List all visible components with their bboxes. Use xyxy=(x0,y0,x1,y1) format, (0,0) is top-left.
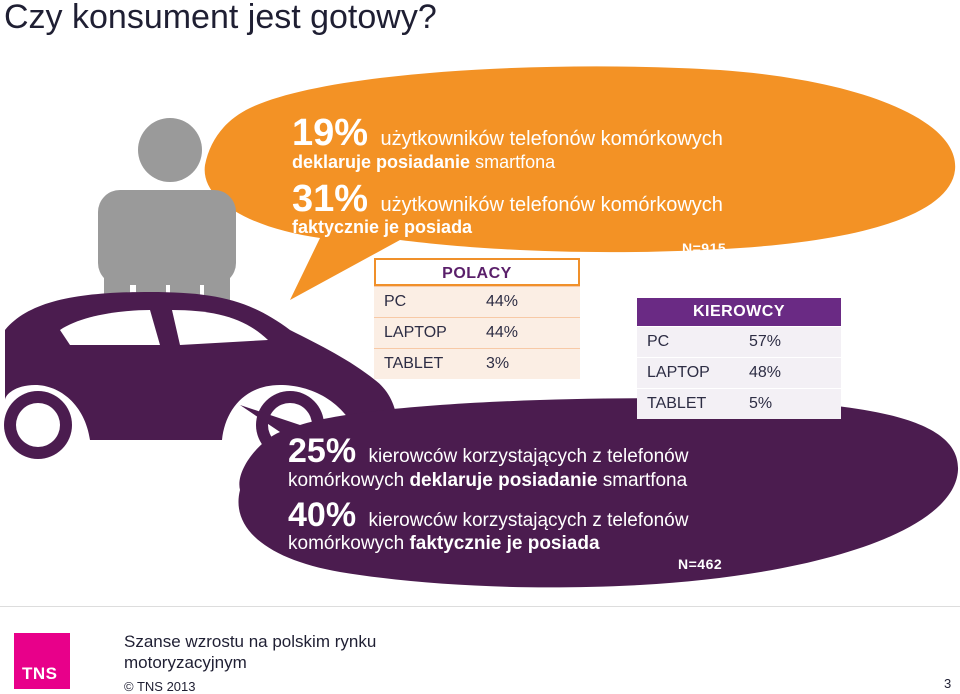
row-value: 44% xyxy=(486,324,519,341)
purple-line-2-bold: deklaruje posiadanie xyxy=(409,470,598,491)
kierowcy-header: KIEROWCY xyxy=(637,298,841,326)
orange-pct-31: 31% xyxy=(292,178,369,220)
purple-bubble-line-1: 25% kierowców korzystających z telefonów xyxy=(288,434,688,468)
polacy-body: PC 44% LAPTOP 44% TABLET 3% xyxy=(374,286,580,379)
orange-bubble-line-3: 31% użytkowników telefonów komórkowych xyxy=(292,180,723,218)
purple-line-1-text: kierowców korzystających z telefonów xyxy=(368,446,689,467)
polacy-header: POLACY xyxy=(374,258,580,286)
orange-line-4-bold: faktycznie je posiada xyxy=(292,217,473,237)
orange-bubble-line-2: deklaruje posiadanie smartfona xyxy=(292,152,555,173)
row-label: LAPTOP xyxy=(384,324,447,341)
purple-pct-25: 25% xyxy=(288,432,357,470)
purple-bubble-line-4: komórkowych faktycznie je posiada xyxy=(288,533,600,555)
orange-bubble-line-4: faktycznie je posiada xyxy=(292,217,472,238)
orange-line-2-bold: deklaruje posiadanie xyxy=(292,152,471,172)
purple-bubble-line-3: 40% kierowców korzystających z telefonów xyxy=(288,498,688,532)
purple-line-2-tail: smartfona xyxy=(602,470,688,491)
row-value: 44% xyxy=(486,293,519,310)
purple-line-4-bold: faktycznie je posiada xyxy=(409,533,600,554)
tns-logo-text: TNS xyxy=(22,664,58,683)
orange-line-1-text: użytkowników telefonów komórkowych xyxy=(380,128,723,150)
row-label: TABLET xyxy=(647,395,707,412)
orange-n-label: N=915 xyxy=(682,240,727,256)
purple-n-label: N=462 xyxy=(678,556,723,572)
table-row: LAPTOP 48% xyxy=(637,357,841,388)
purple-bubble-line-2: komórkowych deklaruje posiadanie smartfo… xyxy=(288,470,687,492)
row-label: TABLET xyxy=(384,355,444,372)
kierowcy-table: KIEROWCY PC 57% LAPTOP 48% TABLET 5% xyxy=(637,298,841,419)
copyright-text: © TNS 2013 xyxy=(124,679,196,694)
orange-speech-bubble xyxy=(204,66,956,300)
orange-bubble-line-1: 19% użytkowników telefonów komórkowych xyxy=(292,114,723,152)
table-row: PC 57% xyxy=(637,326,841,357)
page-number: 3 xyxy=(944,676,952,691)
polacy-table: POLACY PC 44% LAPTOP 44% TABLET 3% xyxy=(374,258,580,379)
slide-title: Czy konsument jest gotowy? xyxy=(4,0,437,36)
purple-line-2-text: komórkowych xyxy=(288,470,405,491)
row-label: PC xyxy=(384,293,407,310)
table-row: PC 44% xyxy=(374,286,580,317)
table-row: TABLET 5% xyxy=(637,388,841,419)
row-label: LAPTOP xyxy=(647,364,710,381)
table-row: TABLET 3% xyxy=(374,348,580,379)
row-value: 5% xyxy=(749,395,773,412)
table-row: LAPTOP 44% xyxy=(374,317,580,348)
row-label: PC xyxy=(647,333,670,350)
row-value: 57% xyxy=(749,333,782,350)
orange-line-3-text: użytkowników telefonów komórkowych xyxy=(380,194,723,216)
purple-line-3-text: kierowców korzystających z telefonów xyxy=(368,510,689,531)
purple-pct-40: 40% xyxy=(288,496,357,534)
row-value: 48% xyxy=(749,364,782,381)
orange-pct-19: 19% xyxy=(292,112,369,154)
footer-subtitle: Szanse wzrostu na polskim rynku motoryza… xyxy=(124,632,377,672)
footer-divider xyxy=(0,606,960,607)
kierowcy-body: PC 57% LAPTOP 48% TABLET 5% xyxy=(637,326,841,419)
orange-line-2-text: smartfona xyxy=(475,152,556,172)
row-value: 3% xyxy=(486,355,510,372)
purple-speech-bubble xyxy=(238,398,959,588)
purple-line-4-text: komórkowych xyxy=(288,533,405,554)
tns-logo: TNS xyxy=(14,633,70,689)
